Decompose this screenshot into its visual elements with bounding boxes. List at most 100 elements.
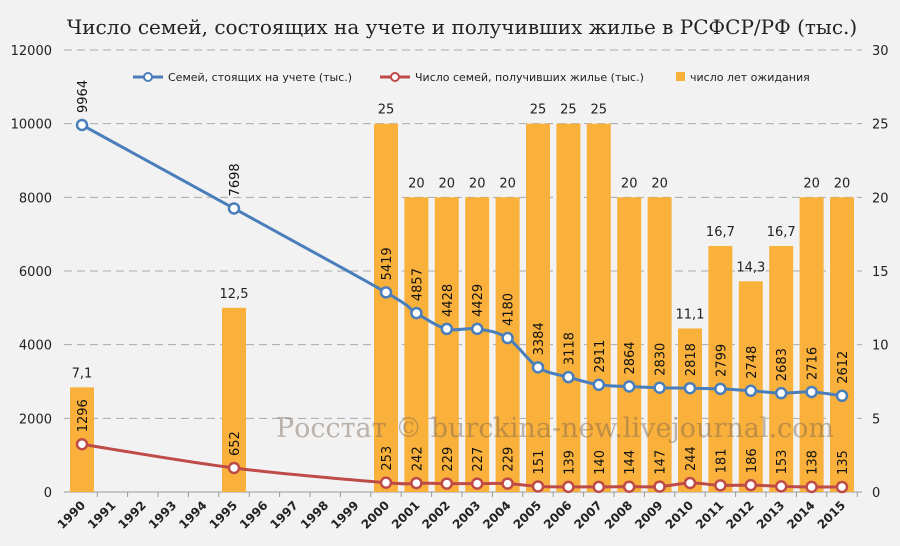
- right-tick-label: 20: [872, 191, 889, 206]
- x-tick-label: 1998: [298, 498, 332, 532]
- data-point: [562, 480, 575, 494]
- data-point: [774, 480, 788, 493]
- bar: [404, 197, 429, 493]
- point-label: 138: [806, 450, 821, 475]
- data-point: [227, 202, 241, 215]
- point-label: 2818: [684, 343, 699, 376]
- point-label: 181: [714, 449, 729, 474]
- bar-label: 16,7: [706, 225, 735, 240]
- left-tick-label: 8000: [19, 191, 52, 206]
- x-tick-label: 1997: [267, 498, 301, 532]
- bar: [617, 197, 642, 493]
- bar: [647, 197, 672, 493]
- data-point: [75, 438, 89, 451]
- data-point: [531, 480, 545, 493]
- data-point: [501, 477, 514, 490]
- legend-marker: [390, 72, 400, 82]
- data-point: [440, 477, 454, 490]
- left-tick-label: 4000: [19, 339, 52, 354]
- chart-title: Число семей, состоящих на учете и получи…: [67, 15, 857, 39]
- data-point: [744, 478, 758, 492]
- right-tick-label: 30: [872, 44, 889, 59]
- point-label: 227: [471, 447, 486, 472]
- point-label: 2716: [806, 347, 821, 380]
- data-point: [501, 331, 514, 345]
- data-point: [410, 476, 423, 490]
- point-label: 2612: [836, 351, 851, 384]
- x-tick-label: 1990: [55, 498, 89, 532]
- x-tick-label: 2003: [450, 498, 484, 532]
- bar-label: 11,1: [676, 307, 705, 322]
- point-label: 3118: [562, 332, 577, 365]
- data-point: [714, 479, 727, 492]
- bar: [465, 197, 490, 493]
- right-tick-label: 0: [872, 486, 880, 501]
- x-tick-label: 2000: [359, 498, 393, 532]
- data-point: [835, 389, 849, 403]
- x-tick-label: 1994: [176, 498, 210, 532]
- point-label: 2830: [654, 343, 669, 376]
- point-label: 229: [441, 447, 456, 472]
- x-tick-label: 2010: [663, 498, 697, 532]
- data-point: [227, 461, 241, 475]
- x-tick-label: 1993: [146, 498, 180, 532]
- left-tick-label: 12000: [11, 44, 52, 59]
- bar: [434, 197, 459, 493]
- point-label: 9964: [76, 80, 91, 113]
- point-label: 244: [684, 446, 699, 471]
- bar: [799, 197, 824, 493]
- data-point: [653, 381, 666, 395]
- data-point: [683, 381, 697, 395]
- point-label: 2683: [775, 348, 790, 381]
- data-point: [379, 476, 393, 489]
- bar-label: 20: [499, 176, 516, 191]
- legend-label: Число семей, получивших жилье (тыс.): [415, 71, 644, 84]
- x-tick-label: 2002: [419, 498, 453, 532]
- left-tick-label: 2000: [19, 412, 52, 427]
- x-tick-label: 1991: [85, 498, 119, 532]
- bar-label: 25: [530, 103, 547, 118]
- x-tick-label: 2014: [784, 498, 818, 532]
- x-tick-label: 2004: [480, 498, 514, 532]
- point-label: 4180: [502, 293, 517, 326]
- bar-label: 20: [803, 176, 820, 191]
- bar-label: 20: [408, 176, 425, 191]
- point-label: 3384: [532, 322, 547, 355]
- x-tick-label: 1992: [115, 498, 149, 532]
- x-tick-label: 2013: [754, 498, 788, 532]
- point-label: 4429: [471, 284, 486, 317]
- point-label: 5419: [380, 247, 395, 280]
- point-label: 229: [502, 447, 517, 472]
- x-tick-label: 2007: [571, 498, 605, 532]
- data-point: [562, 370, 575, 384]
- right-tick-label: 15: [872, 265, 889, 280]
- x-tick-label: 1999: [328, 498, 362, 532]
- x-tick-label: 1995: [207, 498, 241, 532]
- right-tick-label: 10: [872, 339, 889, 354]
- right-tick-label: 5: [872, 412, 880, 427]
- point-label: 4857: [410, 268, 425, 301]
- right-tick-label: 25: [872, 118, 889, 133]
- legend-label: Семей, стоящих на учете (тыс.): [168, 71, 352, 84]
- point-label: 135: [836, 450, 851, 475]
- data-point: [622, 380, 636, 393]
- data-point: [470, 477, 484, 490]
- point-label: 2911: [593, 340, 608, 373]
- bar: [374, 123, 398, 493]
- data-point: [440, 322, 454, 336]
- data-point: [683, 476, 697, 490]
- point-label: 253: [380, 446, 395, 471]
- point-label: 147: [654, 450, 669, 475]
- data-point: [592, 480, 606, 494]
- data-point: [653, 480, 666, 493]
- data-point: [410, 306, 423, 320]
- point-label: 4428: [441, 284, 456, 317]
- x-tick-label: 2005: [511, 498, 545, 532]
- legend-marker: [143, 72, 153, 82]
- bar-label: 20: [439, 176, 456, 191]
- bar: [526, 123, 550, 493]
- data-point: [379, 286, 393, 299]
- data-point: [805, 385, 818, 399]
